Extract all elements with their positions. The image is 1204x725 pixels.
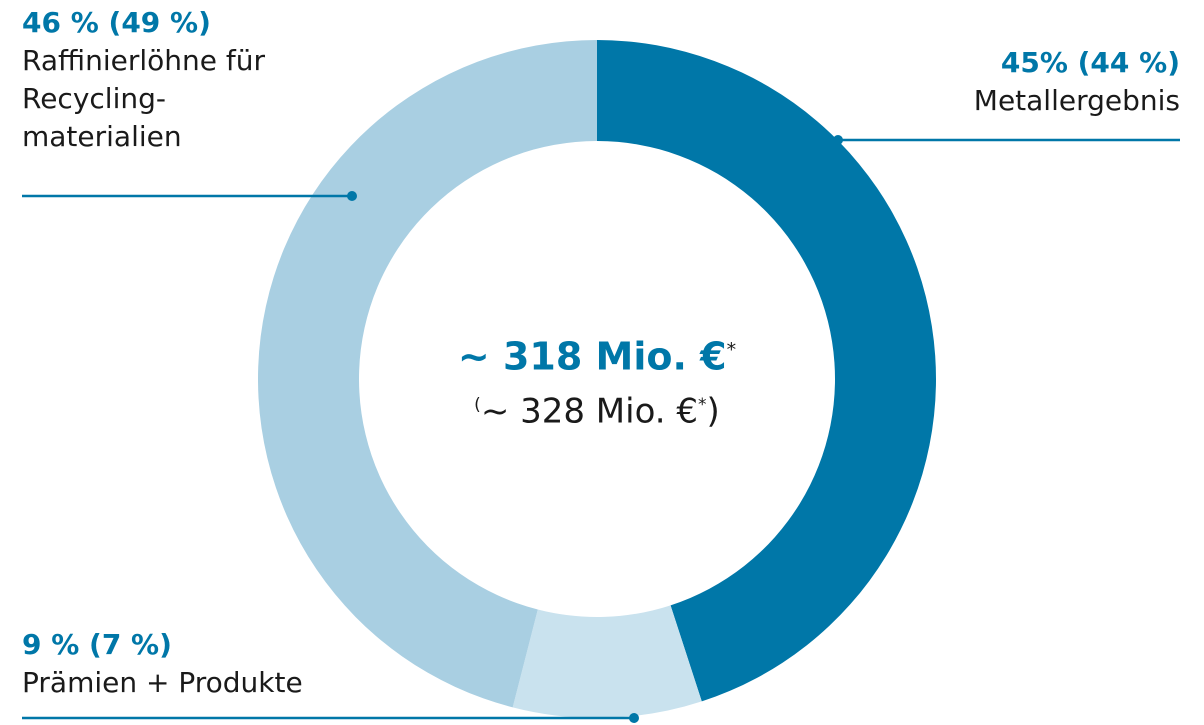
donut-segment [597,40,936,702]
footnote-mark: * [698,394,707,415]
paren: ( [474,394,481,415]
value-label: 46 % (49 %) [22,6,211,39]
leader-dot [833,135,843,145]
value-label: 9 % (7 %) [22,628,172,661]
center-label: ~ 318 Mio. €* (~ 328 Mio. €*) [397,325,797,434]
leader-dot [629,713,639,723]
donut-segment [258,40,597,708]
segment-label: 46 % (49 %) Raffinierlöhne für Recycling-… [22,4,265,156]
donut-segment [512,605,702,718]
prior-value: ~ 328 Mio. € [480,390,699,431]
total: ~ 318 Mio. €* [397,325,797,382]
category-label: Raffinierlöhne für Recycling- materialie… [22,44,265,153]
paren: ) [706,390,720,431]
total-value: ~ 318 Mio. € [457,334,727,379]
value-label: 45% (44 %) [1000,46,1180,79]
footnote-mark: * [726,339,737,361]
segment-label: 9 % (7 %) Prämien + Produkte [22,626,303,702]
prior-total: (~ 328 Mio. €*) [397,382,797,434]
leader-dot [347,191,357,201]
category-label: Metallergebnis [973,84,1180,117]
segment-label: 45% (44 %) Metallergebnis [974,44,1180,120]
category-label: Prämien + Produkte [22,666,303,699]
